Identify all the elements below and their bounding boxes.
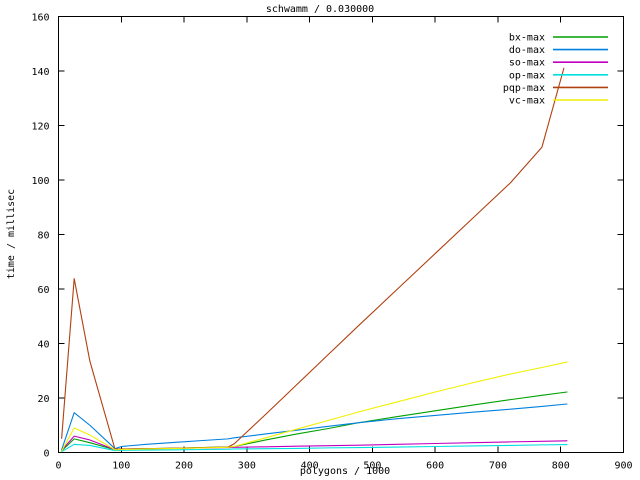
- y-axis-ticks: 0 20 40 60 80 100 120 140 160: [31, 13, 624, 460]
- y-tick-label: 160: [31, 13, 49, 24]
- legend-label-bx-max: bx-max: [509, 33, 545, 44]
- x-tick-label: 900: [614, 461, 632, 472]
- series-line-do-max: [61, 403, 568, 451]
- y-tick-label: 20: [37, 394, 49, 405]
- chart-title: schwamm / 0.030000: [266, 4, 374, 15]
- series-lines: [61, 67, 568, 453]
- legend-label-so-max: so-max: [509, 58, 545, 69]
- series-line-op-max: [61, 443, 568, 453]
- x-tick-label: 400: [301, 461, 319, 472]
- plot-frame: [58, 16, 624, 453]
- y-axis-title: time / millisec: [6, 189, 17, 279]
- series-line-vc-max: [61, 361, 568, 452]
- y-tick-label: 40: [37, 340, 49, 351]
- legend-label-do-max: do-max: [509, 45, 545, 56]
- y-tick-label: 60: [37, 285, 49, 296]
- x-tick-label: 300: [238, 461, 256, 472]
- legend-label-pqp-max: pqp-max: [503, 83, 545, 94]
- x-axis-ticks: 0 100 200 300 400 500 600 700 800 900: [55, 16, 633, 472]
- x-tick-label: 600: [426, 461, 444, 472]
- series-line-pqp-max: [61, 67, 565, 450]
- y-tick-label: 80: [37, 231, 49, 242]
- y-tick-label: 140: [31, 67, 49, 78]
- x-tick-label: 0: [55, 461, 61, 472]
- legend-label-vc-max: vc-max: [509, 96, 545, 107]
- x-tick-label: 700: [489, 461, 507, 472]
- y-tick-label: 100: [31, 176, 49, 187]
- y-tick-label: 0: [43, 449, 49, 460]
- y-tick-label: 120: [31, 122, 49, 133]
- x-tick-label: 500: [363, 461, 381, 472]
- legend-label-op-max: op-max: [509, 70, 545, 81]
- x-axis-title: polygons / 1000: [300, 466, 390, 477]
- x-tick-label: 200: [175, 461, 193, 472]
- x-tick-label: 800: [552, 461, 570, 472]
- x-tick-label: 100: [112, 461, 130, 472]
